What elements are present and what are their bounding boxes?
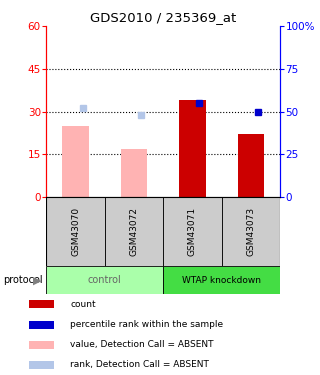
Text: percentile rank within the sample: percentile rank within the sample bbox=[70, 320, 224, 329]
Text: GSM43070: GSM43070 bbox=[71, 207, 80, 256]
Bar bbox=[29, 361, 54, 369]
Bar bbox=[62, 126, 89, 197]
Text: WTAP knockdown: WTAP knockdown bbox=[182, 276, 261, 285]
Bar bbox=[121, 148, 147, 197]
Bar bbox=[163, 266, 280, 294]
Text: GSM43071: GSM43071 bbox=[188, 207, 197, 256]
Bar bbox=[105, 197, 163, 266]
Bar bbox=[29, 300, 54, 309]
Bar bbox=[29, 321, 54, 328]
Text: GSM43072: GSM43072 bbox=[130, 207, 139, 256]
Title: GDS2010 / 235369_at: GDS2010 / 235369_at bbox=[90, 11, 236, 24]
Bar bbox=[46, 197, 105, 266]
Bar bbox=[221, 197, 280, 266]
Text: rank, Detection Call = ABSENT: rank, Detection Call = ABSENT bbox=[70, 360, 209, 369]
Bar bbox=[46, 266, 163, 294]
Bar bbox=[238, 134, 264, 197]
Text: control: control bbox=[88, 275, 122, 285]
Text: GSM43073: GSM43073 bbox=[246, 207, 255, 256]
Text: count: count bbox=[70, 300, 96, 309]
Bar bbox=[29, 341, 54, 349]
Bar bbox=[179, 100, 205, 197]
Text: value, Detection Call = ABSENT: value, Detection Call = ABSENT bbox=[70, 340, 214, 349]
Bar bbox=[163, 197, 221, 266]
Text: protocol: protocol bbox=[3, 275, 43, 285]
Text: ▶: ▶ bbox=[33, 275, 41, 285]
